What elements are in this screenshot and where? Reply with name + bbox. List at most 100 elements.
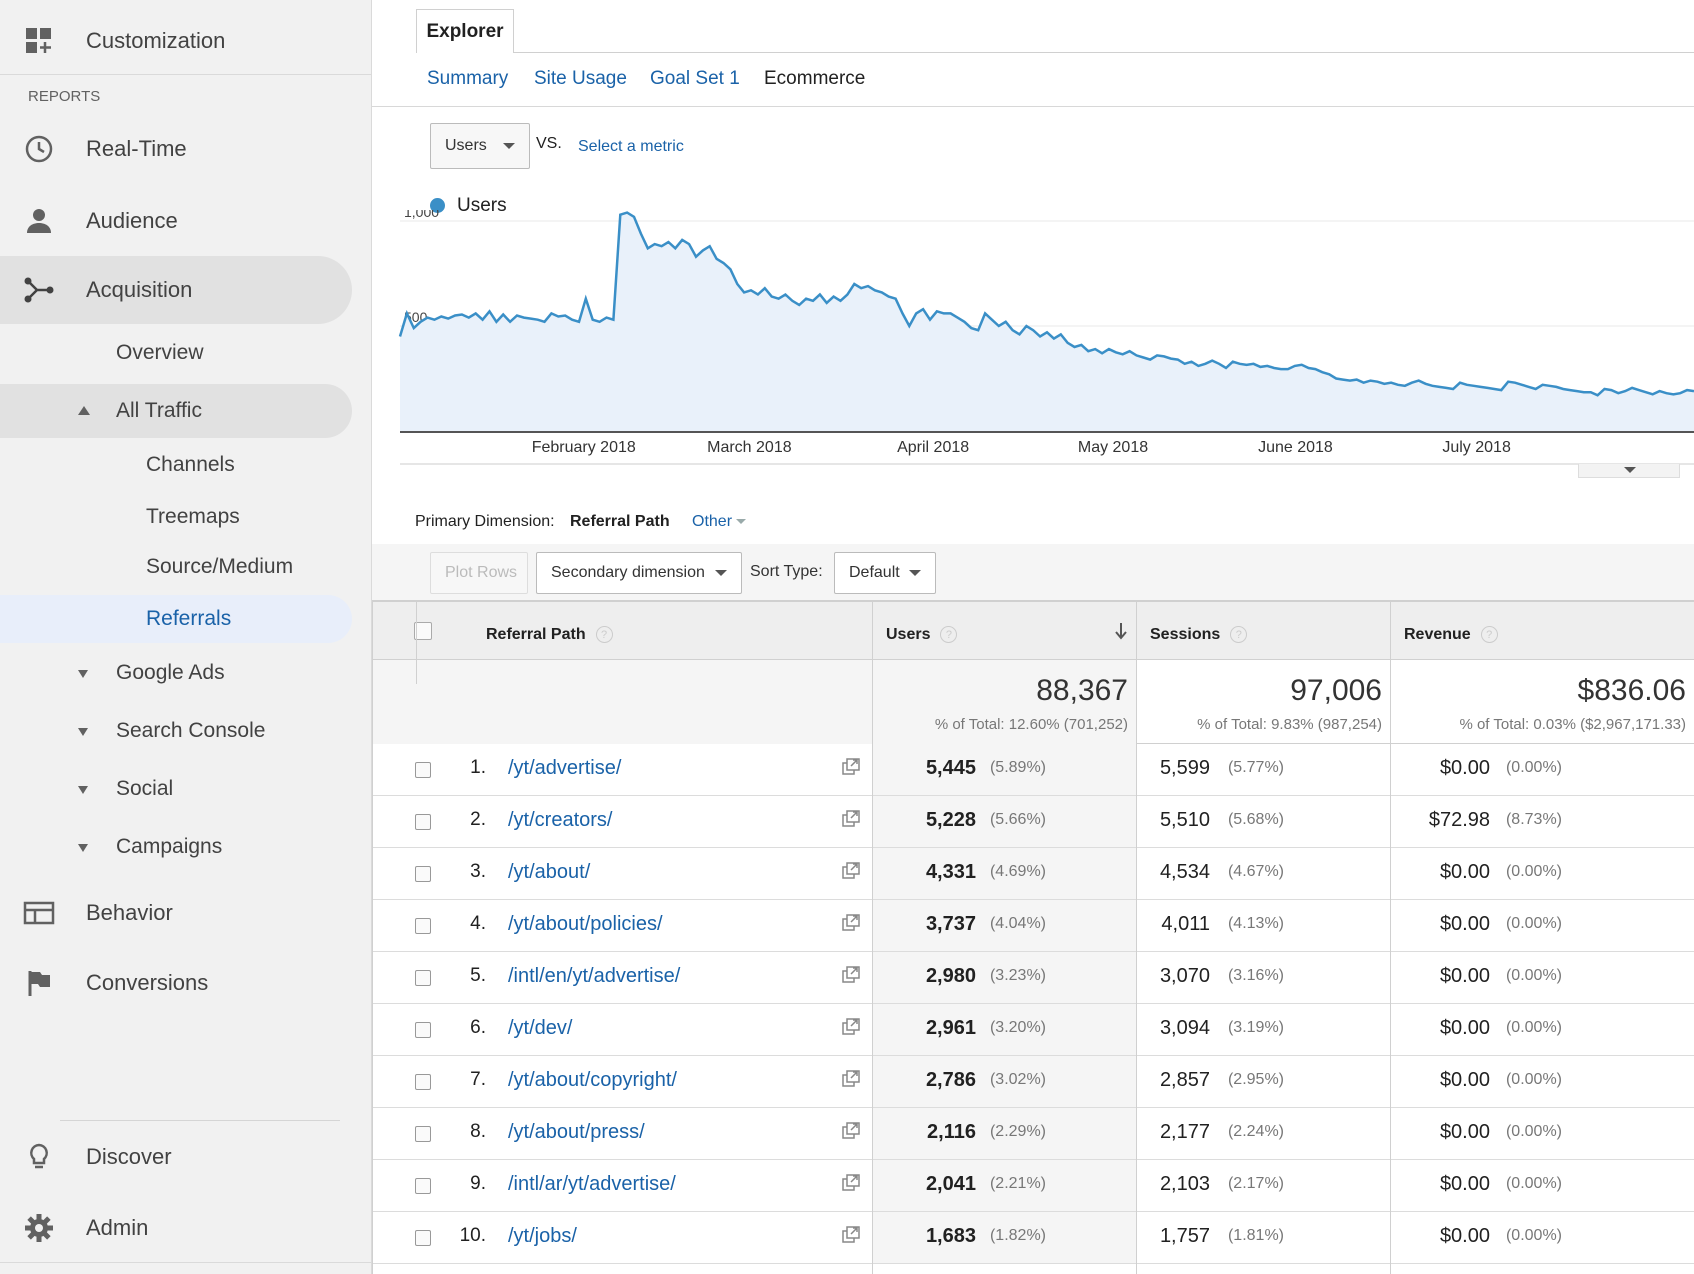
- sidebar-item-google-ads[interactable]: Google Ads: [0, 650, 372, 696]
- open-external-icon[interactable]: [842, 1174, 860, 1192]
- referral-path-link[interactable]: /yt/creators/: [508, 809, 613, 831]
- chevron-down-icon: [503, 143, 515, 149]
- sidebar-item-social[interactable]: Social: [0, 766, 372, 812]
- sidebar-item-all-traffic[interactable]: All Traffic: [0, 388, 352, 434]
- sidebar-item-realtime[interactable]: Real-Time: [0, 126, 372, 172]
- referral-path-link[interactable]: /intl/ar/yt/advertise/: [508, 1173, 676, 1195]
- referral-path-link[interactable]: /intl/en/yt/advertise/: [508, 965, 681, 987]
- help-icon[interactable]: ?: [1230, 626, 1248, 644]
- users-cell-bg: [872, 1212, 1136, 1263]
- open-external-icon[interactable]: [842, 1018, 860, 1036]
- sessions-percent: (3.16%): [1227, 967, 1284, 984]
- header-users[interactable]: Users?: [886, 626, 958, 644]
- secondary-dimension-select[interactable]: Secondary dimension: [536, 552, 742, 594]
- collapse-triangle-icon: [78, 406, 90, 415]
- sidebar-item-treemaps[interactable]: Treemaps: [0, 494, 372, 540]
- sidebar-item-source-medium[interactable]: Source/Medium: [0, 544, 372, 590]
- tab-explorer[interactable]: Explorer: [416, 9, 514, 53]
- row-checkbox[interactable]: [415, 814, 431, 830]
- expand-triangle-icon: [78, 728, 88, 736]
- column-divider: [1390, 600, 1391, 1274]
- header-sessions[interactable]: Sessions?: [1150, 626, 1248, 644]
- metric-select[interactable]: Users: [430, 123, 530, 169]
- open-external-icon[interactable]: [842, 810, 860, 828]
- open-external-icon[interactable]: [842, 1122, 860, 1140]
- sidebar-item-discover[interactable]: Discover: [0, 1134, 372, 1180]
- sidebar-item-admin[interactable]: Admin: [0, 1205, 372, 1251]
- help-icon[interactable]: ?: [940, 626, 958, 644]
- users-cell-bg: [872, 848, 1136, 899]
- sidebar-item-audience[interactable]: Audience: [0, 198, 372, 244]
- row-checkbox[interactable]: [415, 1022, 431, 1038]
- sessions-percent: (1.81%): [1227, 1227, 1284, 1244]
- row-checkbox[interactable]: [415, 970, 431, 986]
- vs-label: VS.: [536, 135, 562, 152]
- referral-path-link[interactable]: /yt/about/policies/: [508, 913, 663, 935]
- row-checkbox[interactable]: [415, 866, 431, 882]
- sort-desc-arrow-icon[interactable]: [1114, 622, 1128, 640]
- users-cell-bg: [872, 1160, 1136, 1211]
- subtab-goal-set-1[interactable]: Goal Set 1: [650, 68, 740, 89]
- header-label: Revenue: [1404, 626, 1471, 643]
- select-metric-link[interactable]: Select a metric: [578, 138, 684, 155]
- open-external-icon[interactable]: [842, 1070, 860, 1088]
- sidebar-item-campaigns[interactable]: Campaigns: [0, 824, 372, 870]
- header-referral-path[interactable]: Referral Path?: [486, 626, 613, 644]
- subtab-ecommerce[interactable]: Ecommerce: [764, 68, 866, 89]
- referral-path-link[interactable]: /yt/jobs/: [508, 1225, 577, 1247]
- metric-select-value: Users: [445, 137, 487, 154]
- person-icon: [22, 204, 56, 238]
- row-checkbox[interactable]: [415, 1230, 431, 1246]
- other-label: Other: [692, 513, 733, 530]
- open-external-icon[interactable]: [842, 758, 860, 776]
- sidebar-item-customization[interactable]: Customization: [0, 18, 372, 64]
- sidebar-item-conversions[interactable]: Conversions: [0, 960, 372, 1006]
- secondary-dimension-label: Secondary dimension: [551, 564, 705, 581]
- open-external-icon[interactable]: [842, 966, 860, 984]
- sort-type-select[interactable]: Default: [834, 552, 936, 594]
- header-revenue[interactable]: Revenue?: [1404, 626, 1498, 644]
- sessions-value: 3,094: [1159, 1017, 1210, 1039]
- referral-path-link[interactable]: /yt/about/copyright/: [508, 1069, 677, 1091]
- referral-path-link[interactable]: /yt/about/press/: [508, 1121, 645, 1143]
- row-number: 7.: [470, 1069, 486, 1090]
- sidebar-item-search-console[interactable]: Search Console: [0, 708, 372, 754]
- revenue-value: $0.00: [1439, 1173, 1490, 1195]
- row-checkbox[interactable]: [415, 1074, 431, 1090]
- help-icon[interactable]: ?: [1480, 626, 1498, 644]
- sidebar-item-acquisition[interactable]: Acquisition: [0, 267, 352, 313]
- subtab-summary[interactable]: Summary: [427, 68, 509, 89]
- users-percent: (3.02%): [989, 1071, 1046, 1088]
- table-row: 1. /yt/advertise/5,445 (5.89%) 5,599 (5.77%)…: [372, 744, 1694, 796]
- open-external-icon[interactable]: [842, 862, 860, 880]
- plot-rows-button[interactable]: Plot Rows: [430, 552, 528, 594]
- other-dimension-dropdown[interactable]: Other: [692, 513, 747, 531]
- table-row: 2. /yt/creators/5,228 (5.66%) 5,510 (5.68%) $…: [372, 796, 1694, 848]
- chart-resize-handle[interactable]: [1578, 464, 1680, 478]
- referral-path-link[interactable]: /yt/about/: [508, 861, 591, 883]
- help-icon[interactable]: ?: [595, 626, 613, 644]
- referral-path-link[interactable]: /yt/advertise/: [508, 757, 622, 779]
- row-checkbox[interactable]: [415, 1126, 431, 1142]
- gear-icon: [22, 1211, 56, 1245]
- sidebar-item-behavior[interactable]: Behavior: [0, 890, 372, 936]
- open-external-icon[interactable]: [842, 1226, 860, 1244]
- sessions-percent: (5.77%): [1227, 759, 1284, 776]
- revenue-value: $0.00: [1439, 1225, 1490, 1247]
- row-number: 1.: [470, 757, 486, 778]
- subtab-site-usage[interactable]: Site Usage: [534, 68, 627, 89]
- referral-path-link[interactable]: /yt/dev/: [508, 1017, 573, 1039]
- sidebar-label: Discover: [86, 1144, 172, 1169]
- acquisition-icon: [22, 273, 56, 307]
- row-checkbox[interactable]: [415, 918, 431, 934]
- row-checkbox[interactable]: [415, 762, 431, 778]
- row-checkbox[interactable]: [415, 1178, 431, 1194]
- select-all-checkbox[interactable]: [414, 622, 432, 640]
- column-divider: [872, 600, 873, 1274]
- open-external-icon[interactable]: [842, 914, 860, 932]
- sidebar-item-referrals[interactable]: Referrals: [0, 596, 352, 642]
- sidebar-item-channels[interactable]: Channels: [0, 442, 372, 488]
- sidebar-label: Referrals: [146, 607, 232, 630]
- table-row: 9. /intl/ar/yt/advertise/2,041 (2.21%) 2,10…: [372, 1160, 1694, 1212]
- sidebar-item-overview[interactable]: Overview: [0, 330, 372, 376]
